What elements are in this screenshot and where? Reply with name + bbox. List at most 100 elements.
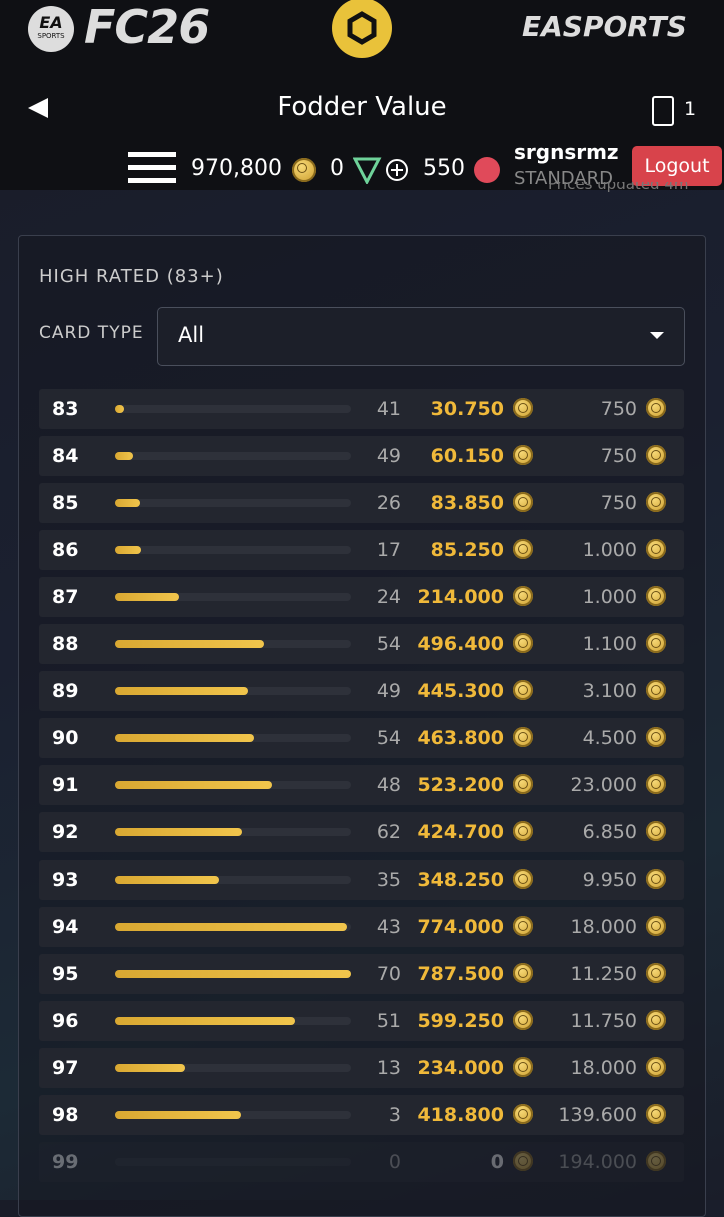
menu-icon[interactable] <box>332 0 392 58</box>
price: 85.250 <box>430 539 504 562</box>
coin-icon <box>513 727 533 748</box>
bar-track <box>115 499 351 508</box>
coin-icon <box>513 868 533 889</box>
fodder-row: 95 70 787.500 11.250 <box>39 953 684 994</box>
coin-icon <box>513 680 533 701</box>
price: 0 <box>490 1150 504 1173</box>
coin-icon <box>513 1103 533 1124</box>
rating: 91 <box>52 774 79 797</box>
points-icons <box>353 157 408 184</box>
bar-track <box>115 687 351 696</box>
count: 13 <box>376 1056 401 1079</box>
coin-icon <box>646 586 666 607</box>
fodder-row: 89 49 445.300 3.100 <box>39 671 684 712</box>
count: 49 <box>376 680 401 703</box>
card-type-select[interactable]: All <box>157 307 685 366</box>
rating: 89 <box>52 680 79 703</box>
fodder-row: 87 24 214.000 1.000 <box>39 577 684 618</box>
price: 445.300 <box>417 680 504 703</box>
hamburger[interactable] <box>128 152 176 183</box>
prices-note: Prices updated 4m <box>548 182 688 194</box>
username: srgnsrmz <box>514 140 619 164</box>
fodder-row: 90 54 463.800 4.500 <box>39 718 684 759</box>
coins: 970,800 <box>191 156 282 181</box>
price-bar <box>115 1110 241 1119</box>
count: 0 <box>388 1150 401 1173</box>
fodder-row: 92 62 424.700 6.850 <box>39 812 684 853</box>
rating: 96 <box>52 1009 79 1032</box>
rating: 88 <box>52 633 79 656</box>
coin-icon <box>513 1009 533 1030</box>
price-bar <box>115 828 243 837</box>
triangle <box>650 332 664 339</box>
logout-button[interactable]: Logout <box>632 146 722 186</box>
count: 35 <box>376 868 401 891</box>
card-icon[interactable] <box>652 96 674 126</box>
badge-text: SPORTS <box>37 32 65 40</box>
coin-icon <box>513 774 533 795</box>
logo: FC26 <box>84 0 210 54</box>
coin-icon <box>513 1150 533 1171</box>
select-value: All <box>178 323 205 347</box>
rating: 84 <box>52 445 79 468</box>
price-bar <box>115 734 254 743</box>
min-price: 750 <box>600 445 637 468</box>
count: 54 <box>376 633 401 656</box>
price: 774.000 <box>417 915 504 938</box>
count: 54 <box>376 727 401 750</box>
count: 26 <box>376 492 401 515</box>
price: 424.700 <box>417 821 504 844</box>
coin-icon <box>646 492 666 513</box>
coin-icon <box>646 445 666 466</box>
price-bar <box>115 781 272 790</box>
coin-icon <box>646 1150 666 1171</box>
coin-icon <box>513 821 533 842</box>
coin-icon <box>513 915 533 936</box>
price: 83.850 <box>430 492 504 515</box>
rating: 95 <box>52 962 79 985</box>
bar-track <box>115 922 351 931</box>
coin-icon <box>292 158 316 182</box>
bar <box>128 152 176 157</box>
bar-track <box>115 1063 351 1072</box>
coin-icon <box>513 1056 533 1077</box>
bar-track <box>115 452 351 461</box>
arrow <box>28 98 48 118</box>
prices-note-text: Prices updated 4m <box>548 182 689 193</box>
add-icon[interactable] <box>386 159 408 181</box>
count: 41 <box>376 398 401 420</box>
dropdown-arrow <box>650 332 664 339</box>
min-price: 3.100 <box>582 680 637 703</box>
min-price: 23.000 <box>570 774 637 797</box>
coin-icon <box>646 1009 666 1030</box>
min-price: 18.000 <box>570 915 637 938</box>
back-button[interactable] <box>26 96 50 120</box>
bar-track <box>115 593 351 602</box>
coin-icon <box>646 1056 666 1077</box>
rating: 83 <box>52 398 79 420</box>
bar-track <box>115 1016 351 1025</box>
price-bar <box>115 499 141 508</box>
filter-label: CARD TYPE <box>39 323 144 343</box>
price: 30.750 <box>430 398 504 420</box>
count: 43 <box>376 915 401 938</box>
bar-track <box>115 1110 351 1119</box>
rating: 92 <box>52 821 79 844</box>
min-price: 11.750 <box>570 1009 637 1032</box>
min-price: 1.000 <box>582 539 637 562</box>
price-bar <box>115 687 249 696</box>
bar-track <box>115 828 351 837</box>
price-bar <box>115 593 180 602</box>
coin-icon <box>646 539 666 560</box>
price-bar <box>115 922 347 931</box>
fp-icon <box>474 157 500 183</box>
price: 523.200 <box>417 774 504 797</box>
fodder-row: 96 51 599.250 11.750 <box>39 1000 684 1041</box>
coin-icon <box>513 962 533 983</box>
fodder-row: 99 0 0 194.000 <box>39 1141 684 1182</box>
points-icon <box>353 157 382 184</box>
panel-title: HIGH RATED (83+) <box>39 266 224 287</box>
rating: 97 <box>52 1056 79 1079</box>
price-bar <box>115 1016 295 1025</box>
